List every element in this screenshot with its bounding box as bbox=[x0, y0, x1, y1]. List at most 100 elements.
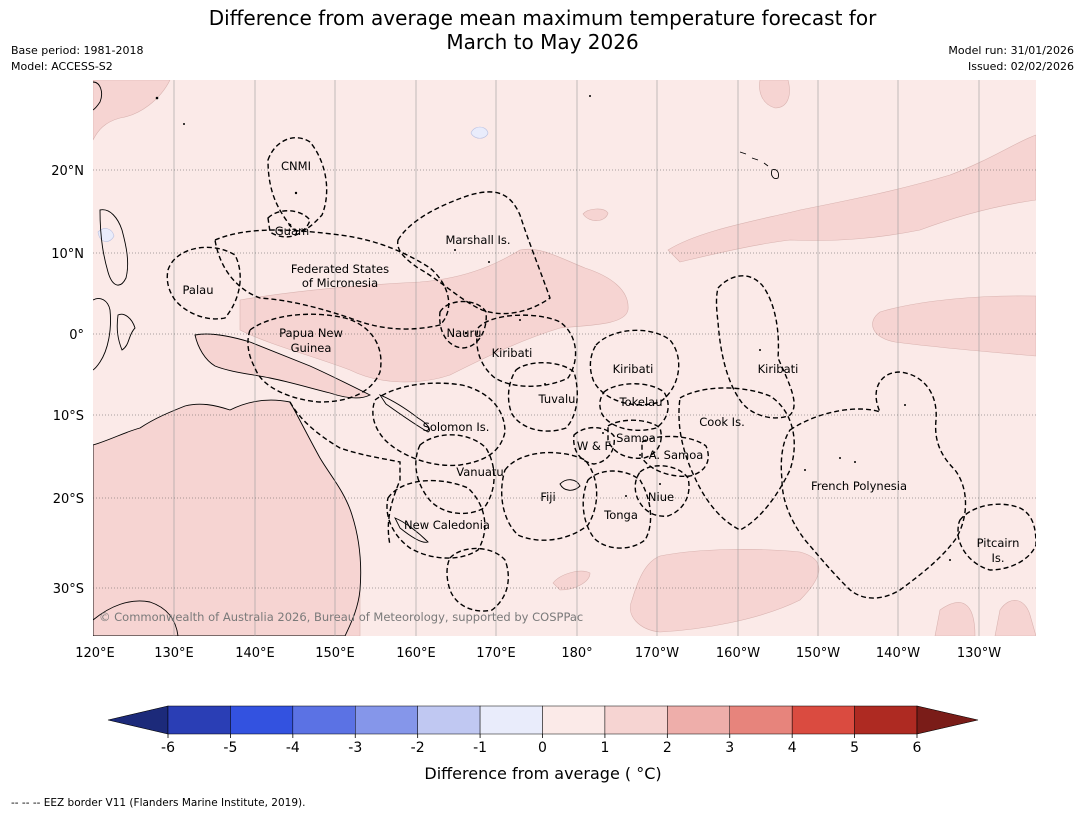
island-dot bbox=[759, 349, 761, 351]
warm-patch-south-central bbox=[630, 549, 820, 633]
lon-label-120e: 120°E bbox=[75, 646, 115, 661]
label-guam: Guam bbox=[275, 224, 309, 238]
island-dot bbox=[288, 223, 292, 227]
eez-new-caledonia bbox=[386, 479, 486, 559]
tasmania-coast bbox=[93, 600, 179, 636]
eez-png bbox=[247, 313, 382, 403]
eez-solomon bbox=[372, 382, 506, 467]
island-dot bbox=[659, 483, 661, 485]
label-tokelau: Tokelau bbox=[619, 395, 663, 409]
island-dot bbox=[839, 457, 841, 459]
colorbar-tick-label: -4 bbox=[286, 740, 300, 756]
colorbar-title: Difference from average ( °C) bbox=[424, 764, 661, 783]
graticule bbox=[173, 80, 980, 636]
taiwan-coast bbox=[93, 81, 103, 111]
eez-pitcairn bbox=[957, 503, 1036, 571]
colorbar-tick-label: 0 bbox=[538, 740, 547, 756]
eez-samoa bbox=[607, 419, 662, 459]
colorbar-tick-label: 5 bbox=[850, 740, 859, 756]
eez-kiribati-west bbox=[476, 314, 577, 387]
island-dot bbox=[544, 383, 546, 385]
lat-label-20s: 20°S bbox=[53, 492, 84, 507]
warm-patch-south-small bbox=[552, 570, 591, 591]
lat-label-20n: 20°N bbox=[51, 164, 84, 179]
island-dot bbox=[602, 432, 604, 434]
label-vanuatu: Vanuatu bbox=[456, 465, 503, 479]
new-caledonia-coast bbox=[394, 517, 429, 543]
cool-patch-north bbox=[470, 126, 489, 139]
region-labels: CNMI Guam Marshall Is. Federated States … bbox=[183, 159, 1020, 565]
label-kiribati-east: Kiribati bbox=[758, 362, 799, 376]
lat-label-0: 0° bbox=[69, 328, 84, 343]
map-title-line-2: March to May 2026 bbox=[446, 30, 639, 54]
eez-vanuatu bbox=[415, 434, 495, 515]
colorbar-segment bbox=[167, 705, 231, 735]
eez-tokelau bbox=[599, 383, 669, 432]
warm-patch-east-equatorial bbox=[872, 295, 1036, 357]
sulawesi-coast bbox=[116, 313, 136, 351]
label-solomon-islands: Solomon Is. bbox=[423, 420, 490, 434]
hawaii-coast bbox=[739, 151, 779, 179]
island-dot bbox=[155, 96, 159, 100]
eez-cook bbox=[678, 387, 795, 531]
colorbar-segment bbox=[729, 705, 793, 735]
lat-tick-labels: 20°N 10°N 0° 10°S 20°S 30°S bbox=[51, 164, 84, 597]
lat-label-10n: 10°N bbox=[51, 247, 84, 262]
label-tonga: Tonga bbox=[603, 508, 638, 522]
label-wallis-futuna: W & F bbox=[577, 439, 611, 453]
label-marshall-islands: Marshall Is. bbox=[445, 233, 510, 247]
lon-label-160e: 160°E bbox=[396, 646, 436, 661]
colorbar-segment bbox=[604, 705, 668, 735]
eez-norfolk bbox=[446, 547, 509, 612]
colorbar-segment bbox=[791, 705, 855, 735]
philippines-coast bbox=[99, 209, 129, 286]
eez-kiribati-east bbox=[715, 275, 795, 419]
label-kiribati-west: Kiribati bbox=[492, 346, 533, 360]
colorbar-tick-label: 2 bbox=[663, 740, 672, 756]
colorbar: -6 -5 -4 -3 -2 -1 0 1 2 3 4 5 6 bbox=[107, 705, 979, 756]
island-dot bbox=[464, 331, 468, 335]
label-fsm-line-2: of Micronesia bbox=[302, 276, 378, 290]
colorbar-segment bbox=[292, 705, 356, 735]
colorbar-tick-label: 1 bbox=[600, 740, 609, 756]
meta-right: Model run: 31/01/2026 Issued: 02/02/2026 bbox=[948, 43, 1074, 75]
meta-left: Base period: 1981-2018 Model: ACCESS-S2 bbox=[11, 43, 143, 75]
label-png-line-2: Guinea bbox=[291, 341, 332, 355]
lon-label-140w: 140°W bbox=[876, 646, 920, 661]
island-dot bbox=[294, 191, 298, 195]
copyright-credit: © Commonwealth of Australia 2026, Bureau… bbox=[99, 610, 583, 624]
lon-label-130w: 130°W bbox=[957, 646, 1001, 661]
label-palau: Palau bbox=[183, 283, 214, 297]
colorbar-segment bbox=[667, 705, 730, 735]
eez-nauru bbox=[439, 300, 487, 349]
lon-label-140e: 140°E bbox=[235, 646, 275, 661]
label-niue: Niue bbox=[648, 490, 674, 504]
island-dot bbox=[183, 123, 185, 125]
warm-patch-small-north bbox=[582, 208, 609, 221]
lon-label-160w: 160°W bbox=[716, 646, 760, 661]
eez-borders bbox=[166, 137, 1036, 612]
warm-patch-hawaii-east bbox=[759, 80, 790, 109]
label-samoa: Samoa bbox=[616, 431, 656, 445]
australia-coast bbox=[93, 399, 362, 636]
island-dot bbox=[589, 95, 591, 97]
label-new-caledonia: New Caledonia bbox=[404, 518, 490, 532]
warm-patch-north-pacific bbox=[667, 134, 1036, 263]
island-dot bbox=[949, 559, 951, 561]
colorbar-segment bbox=[542, 705, 606, 735]
colorbar-tick-label: 6 bbox=[913, 740, 922, 756]
colorbar-segment bbox=[417, 705, 481, 735]
lon-tick-labels: 120°E 130°E 140°E 150°E 160°E 170°E 180°… bbox=[75, 646, 1001, 661]
colorbar-segment bbox=[479, 705, 543, 735]
lat-label-30s: 30°S bbox=[53, 582, 84, 597]
eez-niue bbox=[634, 465, 690, 517]
island-dot bbox=[904, 404, 906, 406]
label-pitcairn-line-2: Is. bbox=[991, 551, 1004, 565]
label-tuvalu: Tuvalu bbox=[538, 392, 576, 406]
label-fiji: Fiji bbox=[540, 490, 555, 504]
borneo-coast bbox=[93, 298, 111, 371]
eez-fiji bbox=[501, 451, 598, 541]
colorbar-segment bbox=[355, 705, 418, 735]
warm-patch-north-west bbox=[93, 80, 171, 141]
